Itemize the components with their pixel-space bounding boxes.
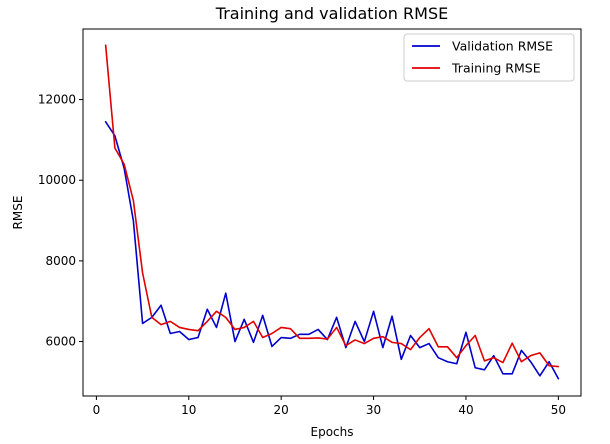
plot-frame — [82, 28, 582, 397]
x-tick-label: 20 — [274, 403, 289, 417]
y-tick-label: 8000 — [45, 254, 76, 268]
x-tick-label: 30 — [366, 403, 381, 417]
y-axis-label: RMSE — [11, 196, 25, 230]
x-tick-label: 50 — [551, 403, 566, 417]
y-tick-label: 12000 — [38, 93, 76, 107]
series-line-training — [104, 44, 560, 368]
y-tick-label: 6000 — [45, 335, 76, 349]
y-axis-ticks: 6000 8000 10000 12000 — [38, 93, 83, 349]
chart-title: Training and validation RMSE — [215, 4, 448, 23]
plot-area — [82, 28, 582, 397]
series-line-validation — [104, 120, 560, 380]
y-tick-label: 10000 — [38, 173, 76, 187]
x-axis-label: Epochs — [311, 425, 354, 439]
legend-frame — [403, 33, 575, 82]
legend: Validation RMSE Training RMSE — [403, 33, 575, 82]
x-tick-label: 10 — [181, 403, 196, 417]
x-tick-label: 40 — [458, 403, 473, 417]
x-tick-label: 0 — [93, 403, 101, 417]
legend-items: Validation RMSE Training RMSE — [412, 39, 553, 76]
series-layer — [104, 44, 560, 380]
x-axis-ticks: 0 10 20 30 40 50 — [93, 396, 566, 417]
legend-label: Validation RMSE — [452, 39, 553, 54]
legend-label: Training RMSE — [451, 61, 541, 76]
